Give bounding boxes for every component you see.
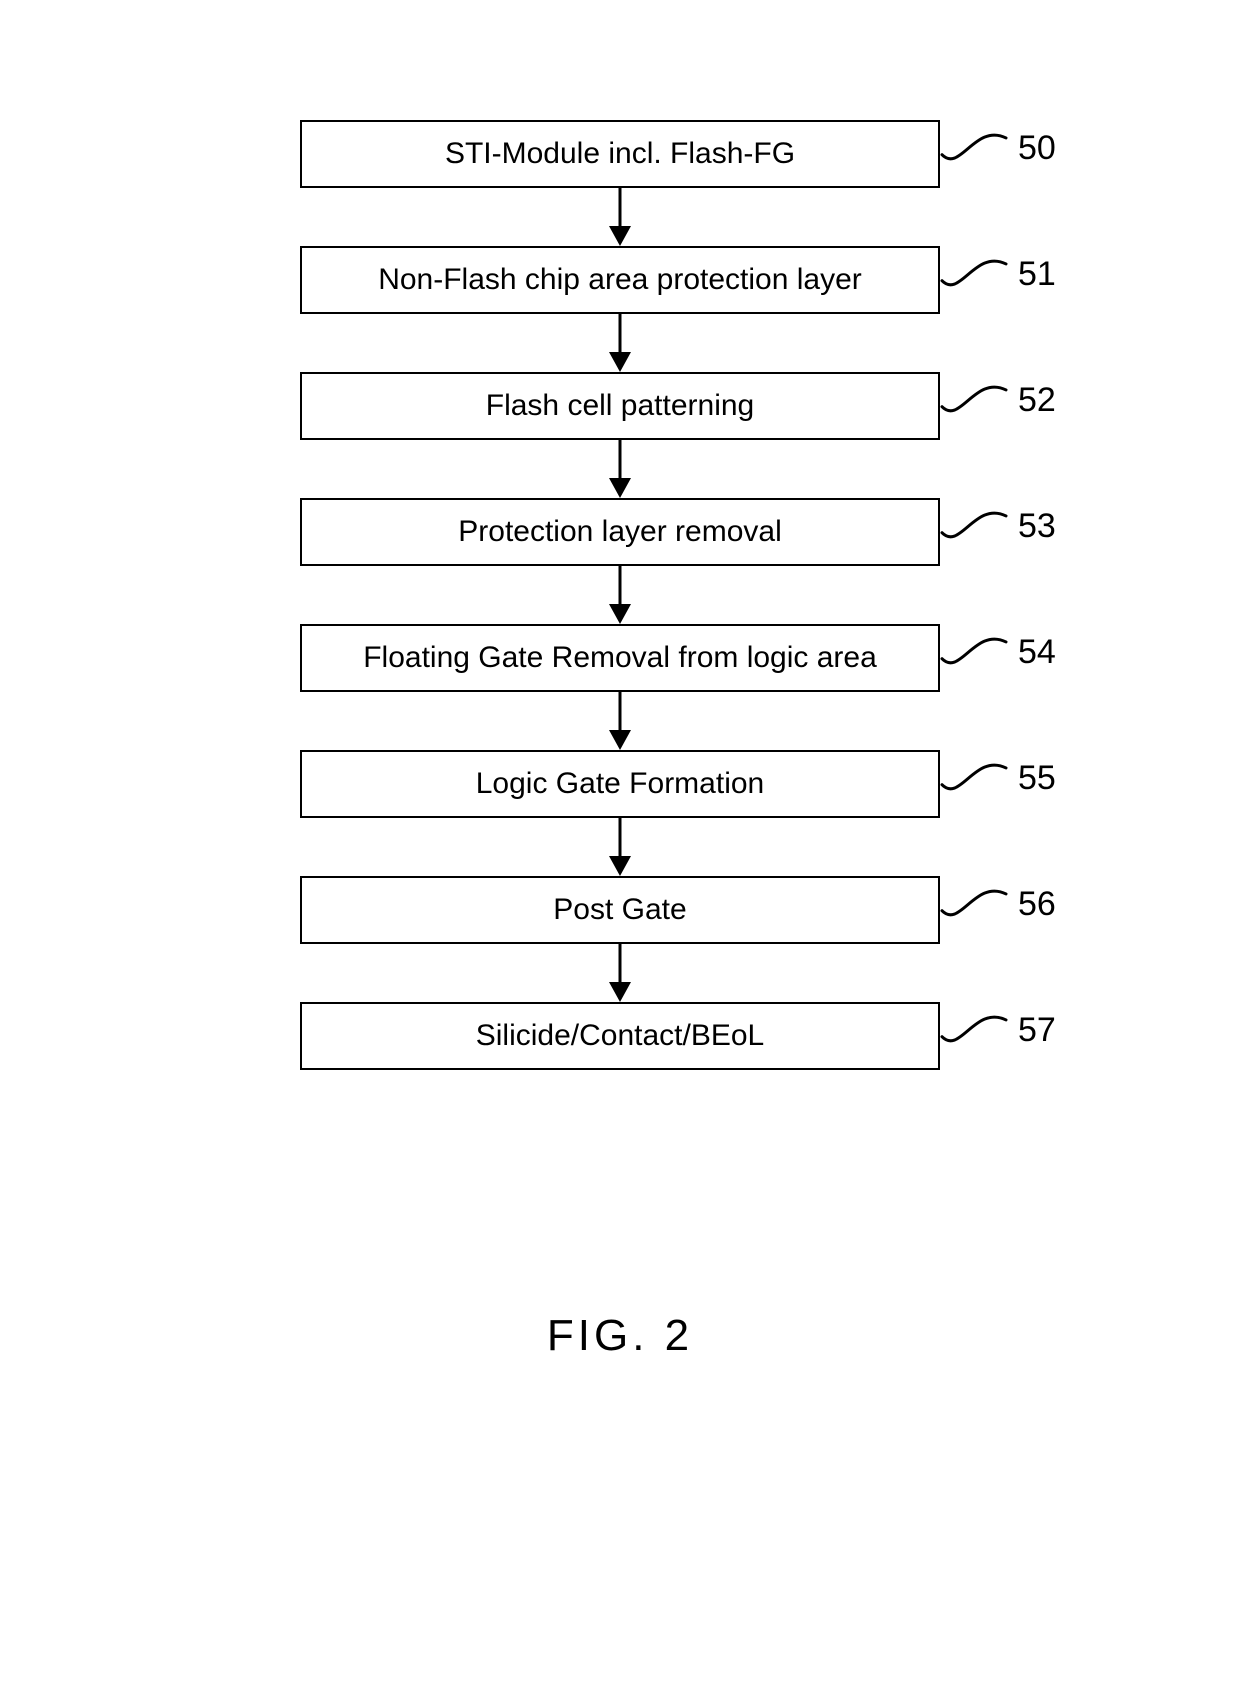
- figure-label: FIG. 2: [547, 1311, 693, 1361]
- flow-arrow: [607, 566, 633, 624]
- flow-arrow: [607, 692, 633, 750]
- reference-callout: 52: [940, 372, 1056, 428]
- flow-step-row: STI-Module incl. Flash-FG50: [300, 120, 940, 188]
- flow-arrow: [607, 188, 633, 246]
- reference-callout: 53: [940, 498, 1056, 554]
- flow-step-box: Flash cell patterning: [300, 372, 940, 440]
- flow-step-row: Flash cell patterning52: [300, 372, 940, 440]
- reference-number: 50: [1018, 129, 1056, 168]
- reference-callout: 55: [940, 750, 1056, 806]
- reference-number: 54: [1018, 633, 1056, 672]
- reference-callout: 50: [940, 120, 1056, 176]
- flow-step-row: Protection layer removal53: [300, 498, 940, 566]
- flow-step-box: Post Gate: [300, 876, 940, 944]
- reference-number: 55: [1018, 759, 1056, 798]
- flow-step-row: Non-Flash chip area protection layer51: [300, 246, 940, 314]
- reference-number: 51: [1018, 255, 1056, 294]
- flow-arrow: [607, 818, 633, 876]
- flowchart: STI-Module incl. Flash-FG50 Non-Flash chi…: [300, 120, 940, 1070]
- reference-number: 57: [1018, 1011, 1056, 1050]
- reference-number: 53: [1018, 507, 1056, 546]
- reference-callout: 56: [940, 876, 1056, 932]
- flow-step-row: Logic Gate Formation55: [300, 750, 940, 818]
- flow-step-row: Silicide/Contact/BEoL57: [300, 1002, 940, 1070]
- flow-step-box: Logic Gate Formation: [300, 750, 940, 818]
- flow-step-row: Post Gate56: [300, 876, 940, 944]
- reference-number: 56: [1018, 885, 1056, 924]
- flow-step-box: Non-Flash chip area protection layer: [300, 246, 940, 314]
- flow-step-box: STI-Module incl. Flash-FG: [300, 120, 940, 188]
- reference-callout: 54: [940, 624, 1056, 680]
- reference-callout: 51: [940, 246, 1056, 302]
- flow-step-box: Floating Gate Removal from logic area: [300, 624, 940, 692]
- flow-step-row: Floating Gate Removal from logic area54: [300, 624, 940, 692]
- reference-number: 52: [1018, 381, 1056, 420]
- flow-arrow: [607, 944, 633, 1002]
- flow-step-box: Silicide/Contact/BEoL: [300, 1002, 940, 1070]
- flow-arrow: [607, 440, 633, 498]
- flow-step-box: Protection layer removal: [300, 498, 940, 566]
- flow-arrow: [607, 314, 633, 372]
- reference-callout: 57: [940, 1002, 1056, 1058]
